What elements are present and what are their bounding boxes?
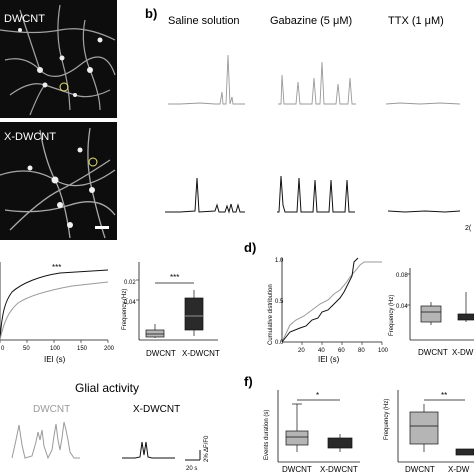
trace-dwcnt-saline [168, 54, 245, 105]
box-dwcnt [145, 329, 165, 338]
micrograph-dwcnt [0, 0, 117, 118]
d-right-category: X-DW [452, 348, 474, 357]
d-right-ytick: 0.08 [396, 273, 408, 279]
x-tick-label: 100 [50, 346, 61, 352]
box-xdwcnt [455, 448, 474, 456]
cumulative-curve-xdwcnt [0, 269, 109, 341]
cumulative-curve-dwcnt [281, 261, 382, 343]
d-right-category: DWCNT [418, 348, 448, 357]
glial-trace-dwcnt [11, 421, 80, 460]
roi-marker [88, 157, 98, 167]
d-left-ytick: 0.0 [275, 340, 284, 346]
box-xdwcnt [184, 297, 204, 331]
glial-label-xdwcnt: X-DWCNT [133, 404, 180, 415]
trace-dwcnt-ttx [385, 102, 461, 105]
d-left-ytick: 0.5 [275, 299, 284, 305]
f-left-category: X-DWCNT [320, 465, 358, 474]
d-left-xlabel: IEI (s) [318, 355, 340, 364]
x-tick-label: 200 [104, 346, 115, 352]
d-left-ylabel: Cumulative distribution [268, 284, 274, 345]
box-dwcnt [409, 411, 439, 445]
panel-f-boxplot-left [277, 390, 360, 463]
micrograph-label-x-dwcnt: X-DWCNT [4, 131, 56, 143]
x-tick-label: 0 [1, 346, 5, 352]
x-tick-label: 100 [378, 348, 389, 354]
glial-scale-y: 2% ΔF/F0 [204, 435, 210, 462]
box-xdwcnt [457, 313, 474, 321]
d-right-ylabel: Frequency (Hz) [389, 295, 395, 336]
panel-f-boxplot-right [397, 390, 474, 463]
panel-d-cumulative-chart: 20 40 60 80 100 [281, 257, 389, 354]
glial-label-dwcnt: DWCNT [33, 404, 70, 415]
condition-label-ttx: TTX (1 μM) [388, 15, 444, 27]
condition-label-saline: Saline solution [168, 15, 240, 27]
cumulative-curve-xdwcnt [281, 257, 359, 343]
glial-trace-xdwcnt [122, 441, 175, 459]
time-scale-fragment: 2( [465, 225, 472, 232]
x-tick-label: 80 [358, 348, 365, 354]
trace-dwcnt-gabazine [278, 61, 356, 105]
box-xdwcnt [327, 437, 353, 449]
box-dwcnt [420, 305, 442, 323]
panel-c-boxplot [136, 262, 218, 341]
panel-label-f: f) [244, 374, 253, 389]
x-tick-label: 60 [338, 348, 345, 354]
glial-scale-x: 20 s [186, 466, 197, 472]
c-right-category: DWCNT [146, 349, 176, 358]
condition-label-gabazine: Gabazine (5 μM) [270, 15, 352, 27]
d-left-ytick: 1.0 [275, 258, 284, 264]
f-left-category: DWCNT [282, 465, 312, 474]
trace-xdwcnt-saline [165, 177, 245, 214]
box-dwcnt [285, 430, 309, 446]
glial-title: Glial activity [75, 381, 139, 395]
panel-label-d: d) [244, 240, 256, 255]
f-right-ylabel: Frequency (Hz) [384, 399, 390, 440]
f-right-category: X-DW [448, 465, 470, 474]
c-right-ylabel: Frequency (Hz) [122, 289, 128, 330]
f-left-ylabel: Events duration (s) [264, 410, 270, 460]
micrograph-label-dwcnt: DWCNT [4, 13, 45, 25]
x-tick-label: 150 [77, 346, 88, 352]
panel-c-cumulative-chart: 0 50 100 150 200 [0, 262, 115, 352]
c-right-ytick: 0.04 [124, 300, 136, 306]
f-right-category: DWCNT [405, 465, 435, 474]
panel-d-boxplot [407, 268, 474, 341]
x-tick-label: 40 [318, 348, 325, 354]
significance-c-left: *** [52, 263, 61, 272]
significance-f-left: * [316, 391, 319, 400]
significance-f-right: ** [441, 391, 447, 400]
x-tick-label: 20 [298, 348, 305, 354]
c-left-xlabel: IEI (s) [44, 355, 66, 364]
trace-xdwcnt-ttx [387, 210, 461, 213]
c-right-ytick: 0.02 [124, 280, 136, 286]
trace-xdwcnt-gabazine [277, 175, 355, 213]
micrograph-x-dwcnt [0, 122, 117, 240]
c-right-category: X-DWCNT [182, 349, 220, 358]
d-right-ytick: 0.04 [396, 304, 408, 310]
cumulative-curve-dwcnt [0, 281, 109, 341]
scale-bar [95, 226, 109, 229]
significance-c-right: *** [170, 273, 179, 282]
roi-marker [59, 82, 69, 92]
panel-label-b: b) [145, 6, 157, 21]
x-tick-label: 50 [23, 346, 30, 352]
